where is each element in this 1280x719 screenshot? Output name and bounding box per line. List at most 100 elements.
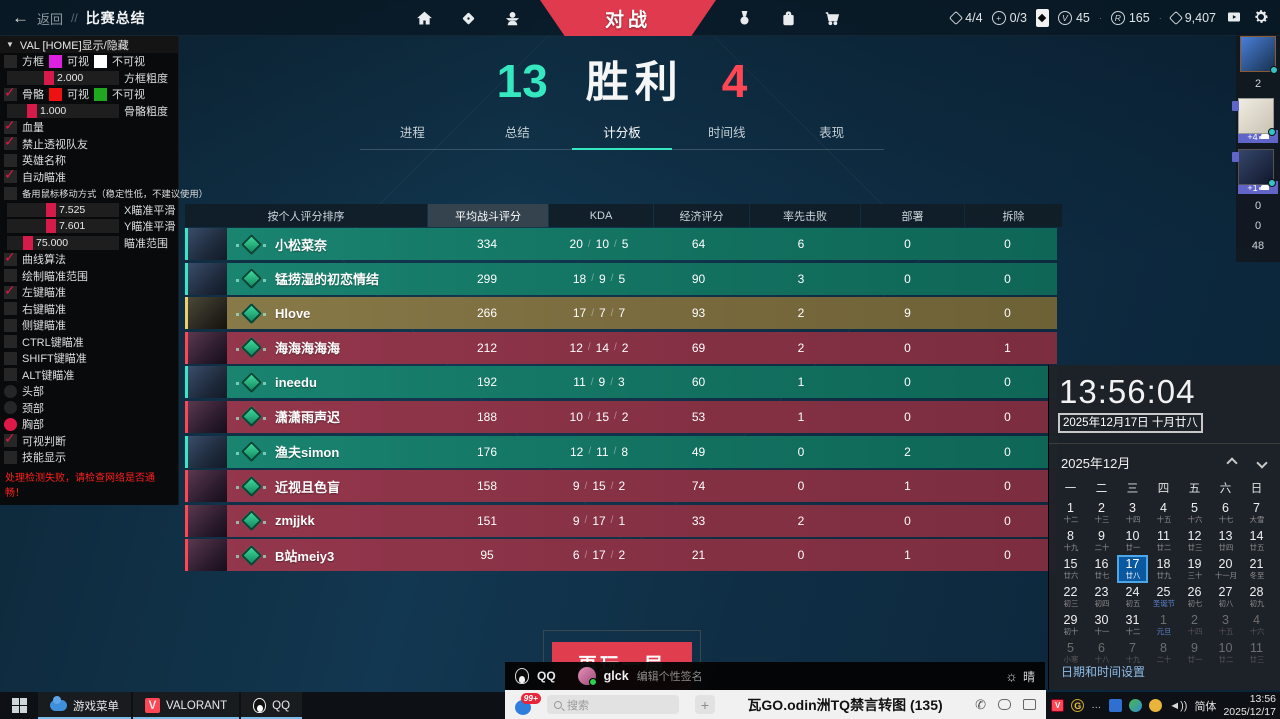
tab-进程[interactable]: 进程: [399, 126, 425, 140]
player-row[interactable]: 小松菜奈 334 20 / 10 / 5 64 6 0 0: [185, 228, 1057, 260]
calendar-day[interactable]: 18 廿九: [1148, 555, 1179, 583]
calendar-day-selected[interactable]: 17 廿八: [1117, 555, 1148, 583]
checkbox[interactable]: [4, 84, 17, 101]
column-header-率先击败[interactable]: 率先击败: [750, 204, 860, 227]
calendar-day[interactable]: 9 廿一: [1179, 639, 1210, 667]
calendar-day[interactable]: 12 廿三: [1179, 527, 1210, 555]
checkbox[interactable]: [4, 186, 17, 200]
qq-add-button[interactable]: +: [695, 695, 715, 714]
slider-handle[interactable]: [44, 70, 54, 85]
friend-slot[interactable]: [1240, 36, 1278, 74]
calendar-day[interactable]: 30 十一: [1086, 611, 1117, 639]
calendar-day[interactable]: 1 元旦: [1148, 611, 1179, 639]
speaker-icon[interactable]: ◄)): [1169, 699, 1188, 712]
replays-icon[interactable]: [1225, 8, 1243, 29]
breadcrumb[interactable]: ← 返回 // 比赛总结: [12, 0, 146, 36]
calendar-day[interactable]: 7 十九: [1117, 639, 1148, 667]
g-tray-icon[interactable]: G: [1071, 699, 1085, 712]
calendar-day[interactable]: 8 二十: [1148, 639, 1179, 667]
checkbox[interactable]: [4, 335, 17, 349]
checkbox[interactable]: [4, 368, 17, 382]
qq-user-avatar[interactable]: [577, 667, 597, 686]
calendar-day[interactable]: 24 初五: [1117, 583, 1148, 611]
calendar-day[interactable]: 14 廿五: [1241, 527, 1272, 555]
tab-总结[interactable]: 总结: [504, 126, 530, 140]
checkbox[interactable]: [4, 351, 17, 365]
friend-slot[interactable]: +4: [1232, 98, 1278, 143]
column-header-经济评分[interactable]: 经济评分: [654, 204, 749, 227]
checkbox[interactable]: [4, 282, 17, 299]
settings-gear-icon[interactable]: [1252, 8, 1270, 29]
checkbox[interactable]: [4, 450, 17, 464]
player-row[interactable]: B站meiy3 95 6 / 17 / 2 21 0 1 0: [185, 539, 1057, 572]
slider-track[interactable]: 75.000: [7, 235, 119, 250]
radio-button[interactable]: [4, 401, 17, 415]
radio-button[interactable]: [4, 417, 17, 431]
calendar-day[interactable]: 28 初九: [1241, 583, 1272, 611]
player-row[interactable]: 渔夫simon 176 12 / 11 / 8 49 0 2 0: [185, 435, 1057, 468]
calendar-day[interactable]: 26 初七: [1179, 583, 1210, 611]
calendar-day[interactable]: 27 初八: [1210, 583, 1241, 611]
color-swatch[interactable]: [49, 54, 62, 68]
back-arrow-icon[interactable]: ←: [12, 8, 29, 27]
tab-时间线[interactable]: 时间线: [708, 126, 746, 140]
collapse-triangle-icon[interactable]: ▼: [6, 40, 14, 49]
calendar-day[interactable]: 7 大雪: [1241, 499, 1272, 527]
home-icon[interactable]: [402, 0, 446, 36]
call-icon[interactable]: ✆: [975, 697, 986, 712]
calendar-day[interactable]: 6 十七: [1210, 499, 1241, 527]
player-row[interactable]: 近视且色盲 158 9 / 15 / 2 74 0 1 0: [185, 470, 1057, 503]
tab-play[interactable]: 对战: [540, 0, 716, 36]
start-button[interactable]: [0, 692, 38, 719]
color-swatch[interactable]: [49, 87, 62, 101]
calendar-day[interactable]: 31 十二: [1117, 611, 1148, 639]
taskbar-app-VALORANT[interactable]: V VALORANT: [133, 692, 240, 719]
slider-track[interactable]: 2.000: [7, 70, 119, 85]
more-tray-icons[interactable]: …: [1091, 700, 1103, 711]
calendar-day[interactable]: 11 廿三: [1241, 639, 1272, 667]
checkbox[interactable]: [4, 269, 17, 283]
qq-search-input[interactable]: 搜索: [547, 695, 679, 714]
calendar-day[interactable]: 23 初四: [1086, 583, 1117, 611]
datetime-settings-link[interactable]: 日期和时间设置: [1061, 665, 1146, 679]
color-swatch[interactable]: [94, 54, 107, 68]
calendar-day[interactable]: 5 十六: [1179, 499, 1210, 527]
calendar-day[interactable]: 6 十八: [1086, 639, 1117, 667]
calendar-day[interactable]: 22 初三: [1055, 583, 1086, 611]
qq-signature-hint[interactable]: 编辑个性签名: [636, 671, 703, 683]
calendar-day[interactable]: 10 廿一: [1117, 527, 1148, 555]
cheat-panel-header[interactable]: ▼ VAL [HOME]显示/隐藏: [0, 36, 178, 53]
checkbox[interactable]: [4, 249, 17, 266]
calendar-day[interactable]: 15 廿六: [1055, 555, 1086, 583]
player-row[interactable]: ineedu 192 11 / 9 / 3 60 1 0 0: [185, 366, 1057, 399]
playercard-icon[interactable]: [1035, 9, 1049, 27]
slider-handle[interactable]: [46, 219, 56, 234]
calendar-day[interactable]: 25 圣诞节: [1148, 583, 1179, 611]
calendar-day[interactable]: 11 廿二: [1148, 527, 1179, 555]
calendar-day[interactable]: 13 廿四: [1210, 527, 1241, 555]
taskbar-clock[interactable]: 13:56 2025/12/17: [1223, 692, 1276, 718]
friend-avatar[interactable]: [1232, 98, 1276, 136]
ime-language[interactable]: 简体: [1194, 700, 1217, 713]
calendar-day[interactable]: 20 十一月: [1210, 555, 1241, 583]
radio-button[interactable]: [4, 384, 17, 398]
column-header-平均战斗评分[interactable]: 平均战斗评分: [428, 204, 548, 227]
slider-handle[interactable]: [27, 103, 37, 118]
sort-header[interactable]: 按个人评分排序: [185, 204, 427, 227]
tray-app-icon-green[interactable]: [1129, 699, 1143, 712]
player-row[interactable]: 海海海海海 212 12 / 14 / 2 69 2 0 1: [185, 331, 1057, 364]
calendar-day[interactable]: 16 廿七: [1086, 555, 1117, 583]
date-link[interactable]: 2025年12月17日 十月廿八: [1058, 413, 1203, 433]
calendar-day[interactable]: 2 十三: [1086, 499, 1117, 527]
calendar-day[interactable]: 2 十四: [1179, 611, 1210, 639]
chat-bubble-icon[interactable]: [998, 699, 1011, 710]
tray-app-icon-yellow[interactable]: [1149, 699, 1163, 712]
slider-track[interactable]: 7.601: [7, 219, 119, 234]
calendar-day[interactable]: 19 三十: [1179, 555, 1210, 583]
friend-slot[interactable]: +1: [1232, 149, 1278, 194]
calendar-day[interactable]: 21 冬至: [1241, 555, 1272, 583]
player-row[interactable]: Hlove 266 17 / 7 / 7 93 2 9 0: [185, 297, 1057, 330]
column-header-拆除[interactable]: 拆除: [965, 204, 1062, 227]
column-header-KDA[interactable]: KDA: [549, 204, 653, 227]
checkbox[interactable]: [4, 430, 17, 448]
